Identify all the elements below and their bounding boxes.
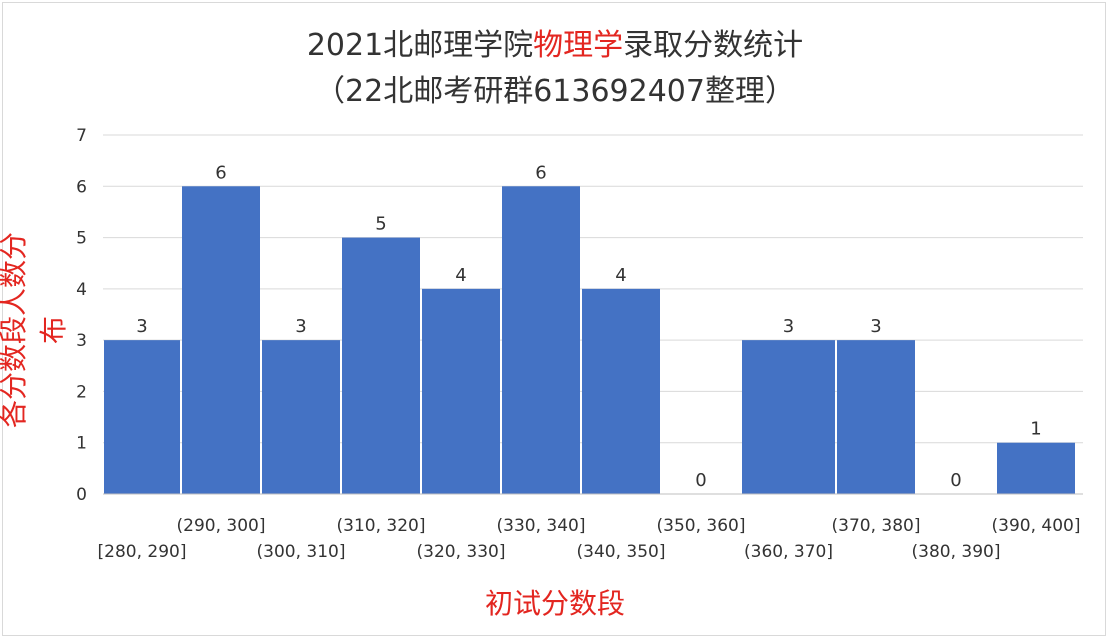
x-axis-categories: [280, 290] (290, 300] (300, 310] (310, 320]… xyxy=(98,516,1081,562)
x-category-label: (300, 310] xyxy=(257,542,346,562)
x-category-label: (310, 320] xyxy=(337,516,426,536)
x-category-label: (360, 370] xyxy=(744,542,833,562)
x-axis-label: 初试分数段 xyxy=(484,587,625,620)
bar xyxy=(262,340,340,494)
x-category-label: [280, 290] xyxy=(98,542,187,562)
x-category-label: (390, 400] xyxy=(992,516,1081,536)
bar xyxy=(342,237,420,495)
bar xyxy=(742,340,835,494)
title-highlight: 物理学 xyxy=(533,28,624,63)
data-label: 0 xyxy=(950,470,961,491)
y-tick-label: 5 xyxy=(76,229,87,249)
data-label: 6 xyxy=(535,162,546,183)
y-axis-ticks: 0 1 2 3 4 5 6 7 xyxy=(76,126,87,505)
data-label: 6 xyxy=(215,162,226,183)
x-category-label: (380, 390] xyxy=(912,542,1001,562)
data-label: 1 xyxy=(1030,419,1041,440)
x-category-label: (320, 330] xyxy=(417,542,506,562)
chart-subtitle: （22北邮考研群613692407整理） xyxy=(315,74,795,109)
data-label: 3 xyxy=(295,316,306,337)
bar xyxy=(422,288,500,494)
bar xyxy=(997,442,1075,494)
x-category-label: (350, 360] xyxy=(657,516,746,536)
bar xyxy=(582,288,660,494)
x-category-label: (290, 300] xyxy=(177,516,266,536)
y-tick-label: 4 xyxy=(76,280,87,300)
data-label: 4 xyxy=(455,265,466,286)
x-category-label: (330, 340] xyxy=(497,516,586,536)
data-label: 5 xyxy=(375,214,386,235)
data-label: 4 xyxy=(615,265,626,286)
y-tick-label: 3 xyxy=(76,331,87,351)
bar xyxy=(502,186,580,495)
data-labels: 3 6 3 5 4 6 4 0 3 3 0 1 xyxy=(136,162,1041,491)
bar xyxy=(104,340,180,494)
x-category-label: (340, 350] xyxy=(577,542,666,562)
data-label: 3 xyxy=(783,316,794,337)
data-label: 3 xyxy=(136,316,147,337)
y-tick-label: 0 xyxy=(76,485,87,505)
data-label: 0 xyxy=(695,470,706,491)
title-part2: 录取分数统计 xyxy=(623,28,804,63)
y-tick-label: 7 xyxy=(76,126,87,146)
y-tick-label: 6 xyxy=(76,177,87,197)
y-tick-label: 2 xyxy=(76,382,87,402)
bars xyxy=(104,186,1075,495)
bar xyxy=(182,186,260,495)
title-part1: 2021北邮理学院 xyxy=(306,28,534,63)
data-label: 3 xyxy=(870,316,881,337)
x-category-label: (370, 380] xyxy=(832,516,921,536)
y-tick-label: 1 xyxy=(76,434,87,454)
y-axis-label: 各分数段人数分布 xyxy=(0,232,70,429)
chart-title: 2021北邮理学院物理学录取分数统计 xyxy=(0,20,1110,64)
bar xyxy=(837,340,915,494)
